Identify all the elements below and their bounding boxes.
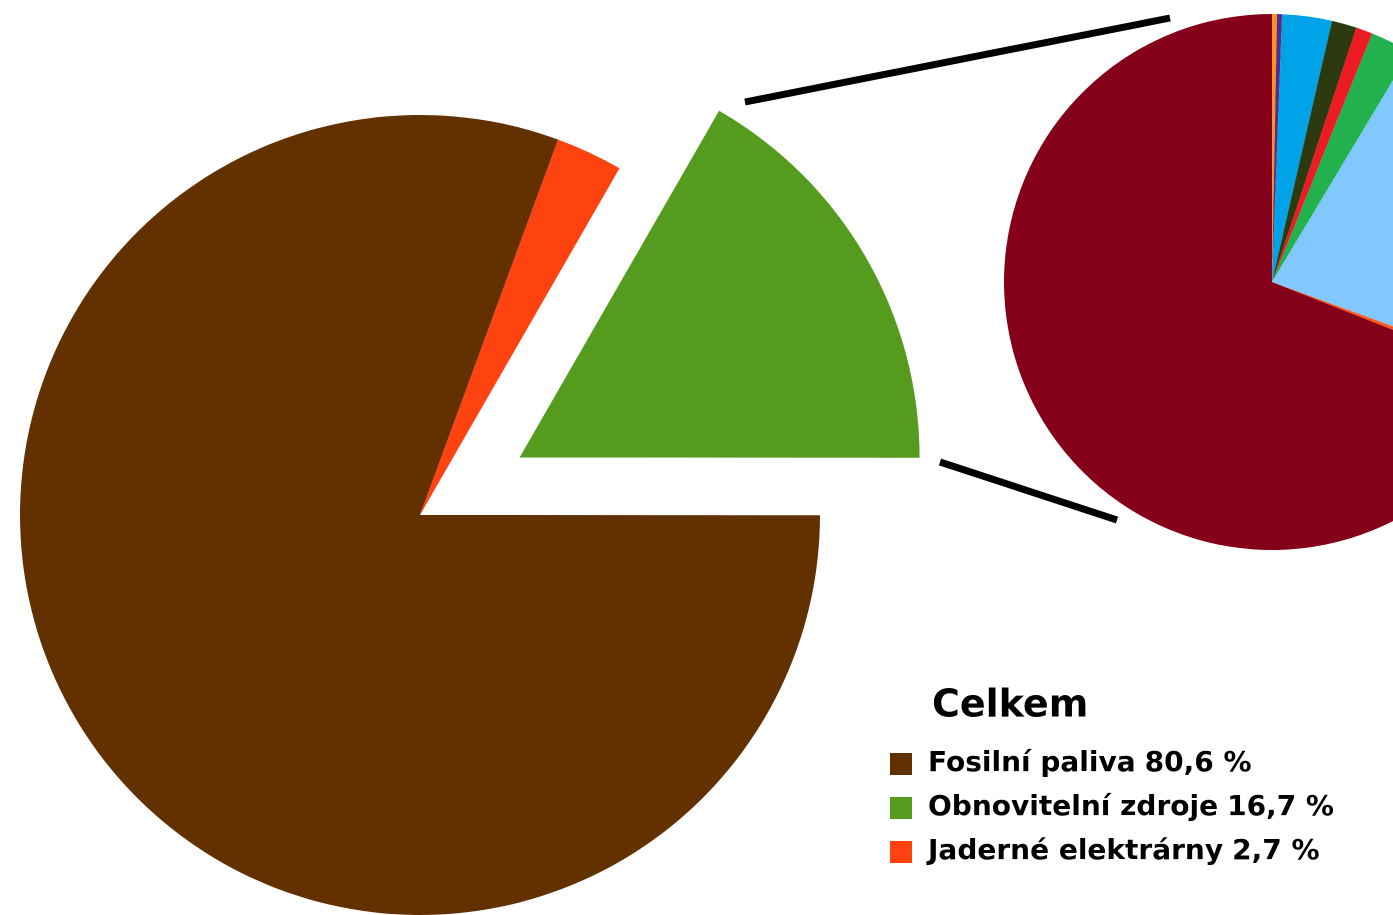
connector-line [744, 14, 1171, 106]
legend-swatch [890, 753, 912, 775]
pie-slice [1272, 14, 1333, 282]
pie-slice [1272, 20, 1357, 283]
legend-name: Obnovitelní zdroje [928, 789, 1218, 822]
legend-name: Jaderné elektrárny [926, 833, 1223, 866]
pie-slice [19, 115, 820, 915]
legend-name: Fosilní paliva [928, 745, 1136, 778]
legend-value: 16,7 % [1227, 789, 1334, 822]
legend-swatch [890, 841, 912, 863]
legend-swatch [890, 797, 912, 819]
legend-title: Celkem [932, 682, 1088, 726]
connector-line [938, 458, 1119, 524]
pie-slice [1272, 80, 1393, 327]
legend-value: 80,6 % [1145, 745, 1252, 778]
pie-slice [1272, 27, 1373, 283]
legend-value: 2,7 % [1232, 833, 1319, 866]
pie-slice [1272, 282, 1393, 330]
pie-slice [1272, 14, 1278, 282]
pie-slice [1272, 33, 1393, 282]
pie-slice [519, 110, 920, 458]
legend-label: Obnovitelní zdroje 16,7 % [928, 789, 1334, 822]
pie-slice [1004, 14, 1393, 550]
pie-slice [1272, 14, 1283, 283]
pie-slice [420, 139, 620, 516]
legend-label: Fosilní paliva 80,6 % [928, 745, 1252, 778]
legend-label: Jaderné elektrárny 2,7 % [926, 833, 1320, 866]
